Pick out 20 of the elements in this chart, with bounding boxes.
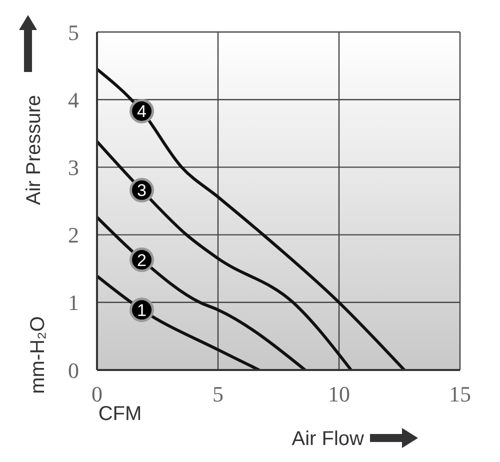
line-series [97, 140, 353, 370]
series-label: 4 [137, 102, 147, 122]
y-tick-label: 2 [68, 222, 79, 248]
y-tick-label: 4 [68, 87, 79, 112]
y-tick-label: 3 [68, 155, 79, 180]
series-label: 1 [137, 300, 147, 320]
y-axis-title: Air Pressure [23, 94, 45, 206]
line-series [97, 68, 406, 370]
text: mm-H₂O [27, 316, 49, 394]
line-series [97, 274, 261, 370]
series-label: 2 [137, 250, 147, 270]
x-tick-label: 10 [328, 382, 350, 407]
series-label: 3 [137, 181, 147, 200]
x-axis-title: Air Flow [292, 428, 365, 450]
x-tick-label: 5 [212, 382, 224, 407]
line-series [97, 216, 307, 370]
y-tick-label: 0 [68, 358, 79, 383]
y-tick-label: 1 [68, 290, 79, 316]
x-tick-label: 15 [449, 382, 471, 407]
y-tick-label: 5 [68, 20, 79, 45]
